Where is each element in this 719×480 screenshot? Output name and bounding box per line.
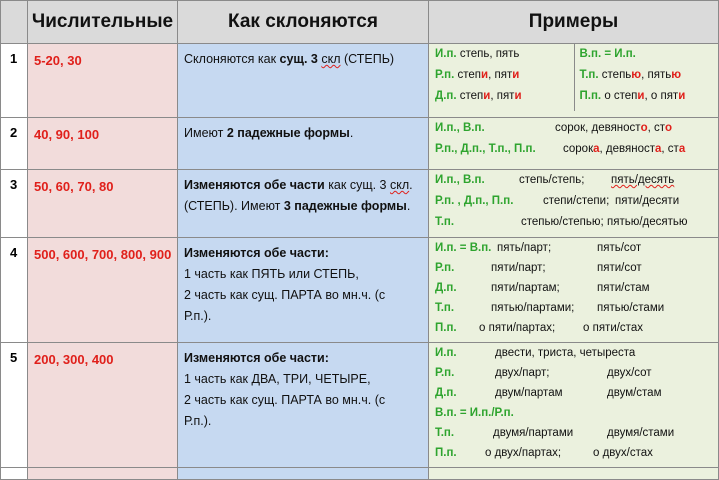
declension-cell: Изменяются обе части: 1 часть как ДВА, ТР… [177,342,429,468]
header-row: Числительные Как склоняются Примеры [0,0,719,44]
header-num [0,0,28,44]
header-declension: Как склоняются [177,0,429,44]
row-number: 2 [0,117,28,170]
header-examples: Примеры [428,0,719,44]
header-numerals: Числительные [27,0,178,44]
declension-cell: Изменяются обе части как сущ. 3 скл. (СТЕ… [177,169,429,238]
row-number: 3 [0,169,28,238]
table-row: 4 500, 600, 700, 800, 900 Изменяются обе… [0,237,719,343]
table-row: 3 50, 60, 70, 80 Изменяются обе части ка… [0,169,719,238]
numerals-cell: 50, 60, 70, 80 [27,169,178,238]
examples-cell: И.п. = В.п. пять/парт; пять/сот Р.п. пяти/п… [428,237,719,343]
table-row: 2 40, 90, 100 Имеют 2 падежные формы. И.… [0,117,719,170]
examples-cell: И.п. двести, триста, четыреста Р.п. двух/п… [428,342,719,468]
table-row: 5 200, 300, 400 Изменяются обе части: 1 ч… [0,342,719,468]
row-number: 4 [0,237,28,343]
table-row: 1 5-20, 30 Склоняются как сущ. 3 скл (СТ… [0,43,719,118]
row-number: 5 [0,342,28,468]
numerals-cell: 500, 600, 700, 800, 900 [27,237,178,343]
numerals-cell: 5-20, 30 [27,43,178,118]
declension-cell: Имеют 2 падежные формы. [177,117,429,170]
examples-cell: И.п., В.п. сорок, девяносто, сто Р.п., Д.… [428,117,719,170]
examples-cell: И.п. степь, пять Р.п. степи, пяти Д.п. с… [428,43,719,118]
declension-cell: Изменяются обе части: 1 часть как ПЯТЬ ил… [177,237,429,343]
numerals-cell: 40, 90, 100 [27,117,178,170]
table-row-partial [0,467,719,480]
row-number: 1 [0,43,28,118]
numerals-cell: 200, 300, 400 [27,342,178,468]
declension-cell: Склоняются как сущ. 3 скл (СТЕПЬ) [177,43,429,118]
examples-cell: И.п., В.п. степь/степь; пять/десять Р.п. ,… [428,169,719,238]
